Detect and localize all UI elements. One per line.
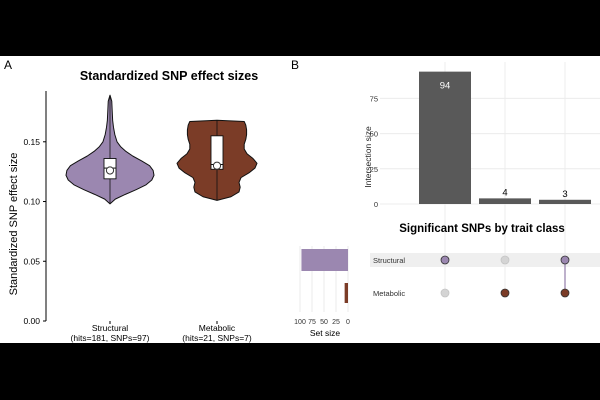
intersection-bar	[419, 71, 471, 204]
mean-point-metabolic	[212, 161, 222, 170]
violin-bodies	[65, 94, 258, 205]
intersection-bar	[539, 199, 591, 204]
upset-set-labels: Structural Metabolic	[373, 256, 405, 298]
set-size-tick-label: 50	[320, 319, 328, 326]
set-label-structural: Structural	[373, 256, 405, 265]
intersection-bar-label: 3	[562, 189, 567, 200]
upset-matrix	[440, 255, 570, 298]
violin-title: Standardized SNP effect sizes	[80, 69, 258, 83]
matrix-dot-active	[440, 255, 450, 265]
figure: A B Standardized SNP effect sizes Standa…	[0, 56, 600, 343]
set-label-metabolic: Metabolic	[373, 289, 405, 298]
upset-chart: Intersection size 0 25 50 75 94 4 3 Significa…	[294, 62, 600, 338]
upset-title: Significant SNPs by trait class	[399, 223, 565, 235]
set-size-tick-label: 0	[346, 319, 350, 326]
matrix-dot-inactive	[440, 288, 450, 298]
violin-y-tick-label: 0.05	[23, 256, 40, 266]
set-size-tick-label: 100	[294, 319, 306, 326]
intersection-y-axis-label: Intersection size	[363, 126, 373, 188]
violin-y-ticks: 0.00 0.05 0.10 0.15	[23, 137, 46, 326]
violin-x-label-metabolic: Metabolic	[199, 323, 236, 333]
violin-x-label-structural: Structural	[92, 323, 128, 333]
matrix-dot-active	[560, 288, 570, 298]
intersection-bar-label: 94	[440, 81, 451, 92]
figure-canvas: A B Standardized SNP effect sizes Standa…	[4, 58, 600, 343]
intersection-bars: 94 4 3	[419, 71, 591, 204]
violin-chart: Standardized SNP effect sizes Standardiz…	[8, 69, 258, 343]
set-size-x-axis-label: Set size	[310, 328, 341, 338]
mean-point-structural	[105, 166, 115, 175]
violin-y-tick-label: 0.15	[23, 137, 40, 147]
intersection-y-tick-label: 25	[370, 165, 378, 174]
violin-y-tick-label: 0.10	[23, 197, 40, 207]
panel-a-label: A	[4, 58, 12, 72]
intersection-y-tick-label: 75	[370, 94, 378, 103]
matrix-dot-active	[500, 288, 510, 298]
violin-x-labels: Structural(hits=181, SNPs=97) Metabolic(h…	[71, 321, 252, 343]
intersection-bar-label: 4	[502, 187, 507, 198]
panel-b-label: B	[291, 58, 299, 72]
violin-x-sublabel-structural: (hits=181, SNPs=97)	[71, 333, 150, 343]
set-size-chart: 100 75 50 25 0	[294, 246, 350, 326]
structural-row-band	[370, 253, 600, 267]
set-size-tick-label: 75	[308, 319, 316, 326]
set-size-bar-metabolic	[344, 283, 348, 303]
intersection-y-tick-label: 50	[370, 130, 378, 139]
set-size-tick-label: 25	[332, 319, 340, 326]
set-size-bar-structural	[301, 249, 348, 271]
violin-x-sublabel-metabolic: (hits=21, SNPs=7)	[182, 333, 252, 343]
matrix-dot-active	[560, 255, 570, 265]
violin-y-tick-label: 0.00	[23, 316, 40, 326]
violin-y-axis-label: Standardized SNP effect size	[8, 153, 20, 296]
intersection-bar	[479, 198, 531, 204]
intersection-y-tick-label: 0	[374, 200, 378, 209]
matrix-dot-inactive	[500, 255, 510, 265]
